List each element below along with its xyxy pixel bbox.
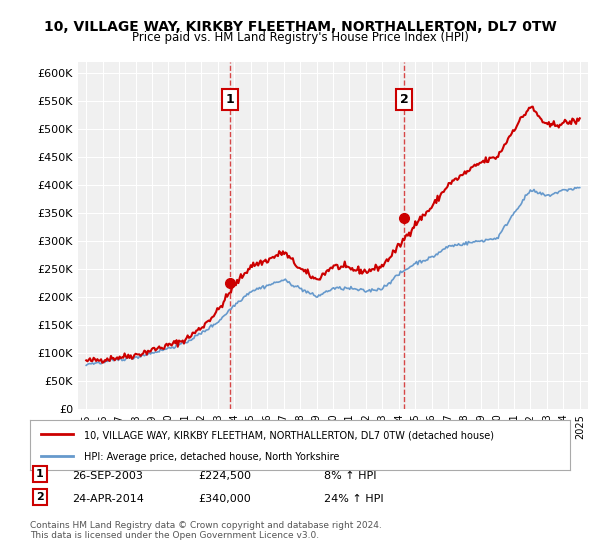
Text: 24% ↑ HPI: 24% ↑ HPI (324, 494, 383, 504)
Text: HPI: Average price, detached house, North Yorkshire: HPI: Average price, detached house, Nort… (84, 452, 340, 462)
Text: This data is licensed under the Open Government Licence v3.0.: This data is licensed under the Open Gov… (30, 531, 319, 540)
Text: 1: 1 (36, 469, 44, 479)
Text: 1: 1 (226, 93, 234, 106)
Text: Contains HM Land Registry data © Crown copyright and database right 2024.: Contains HM Land Registry data © Crown c… (30, 521, 382, 530)
Text: 2: 2 (400, 93, 409, 106)
Text: 24-APR-2014: 24-APR-2014 (72, 494, 144, 504)
Text: 8% ↑ HPI: 8% ↑ HPI (324, 471, 377, 481)
Text: 2: 2 (36, 492, 44, 502)
Text: 26-SEP-2003: 26-SEP-2003 (72, 471, 143, 481)
Text: 10, VILLAGE WAY, KIRKBY FLEETHAM, NORTHALLERTON, DL7 0TW (detached house): 10, VILLAGE WAY, KIRKBY FLEETHAM, NORTHA… (84, 430, 494, 440)
Text: £224,500: £224,500 (198, 471, 251, 481)
Text: 10, VILLAGE WAY, KIRKBY FLEETHAM, NORTHALLERTON, DL7 0TW: 10, VILLAGE WAY, KIRKBY FLEETHAM, NORTHA… (44, 20, 556, 34)
Text: Price paid vs. HM Land Registry's House Price Index (HPI): Price paid vs. HM Land Registry's House … (131, 31, 469, 44)
Text: £340,000: £340,000 (198, 494, 251, 504)
